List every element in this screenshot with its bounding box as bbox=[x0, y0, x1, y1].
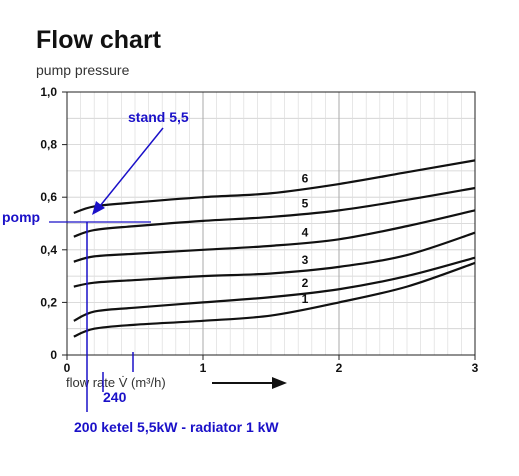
footer-annotation: 200 ketel 5,5kW - radiator 1 kW bbox=[74, 419, 279, 435]
stand-annotation: stand 5,5 bbox=[128, 109, 189, 125]
y-tick-label: 0,6 bbox=[40, 190, 57, 204]
stand-arrow-line bbox=[99, 127, 164, 207]
curve-2 bbox=[73, 256, 476, 322]
y-tick-label: 0,2 bbox=[40, 295, 57, 309]
curve-label-3: 3 bbox=[302, 253, 309, 267]
curve-3 bbox=[73, 231, 476, 288]
curves-layer: 1 2 3 4 5 6 bbox=[73, 159, 476, 338]
grid-layer bbox=[67, 92, 475, 355]
curve-label-1: 1 bbox=[302, 292, 309, 306]
chart-title: Flow chart bbox=[36, 26, 162, 54]
x-axis-label: flow rate V̇ (m³/h) bbox=[66, 375, 166, 390]
curve-5 bbox=[73, 186, 476, 238]
curve-label-2: 2 bbox=[302, 276, 309, 290]
ticks-layer: 0 0,2 0,4 0,6 0,8 1,0 0 1 2 3 flow rate V̇ (m³/h) bbox=[40, 85, 478, 390]
label-240: 240 bbox=[103, 389, 127, 405]
x-axis-arrow-head bbox=[272, 377, 287, 389]
y-axis-label: pump pressure bbox=[36, 62, 130, 78]
y-tick-label: 0,4 bbox=[40, 243, 57, 257]
stand-arrow-head bbox=[92, 201, 105, 215]
annotations-layer: stand 5,5 pomp 240 200 ketel 5,5kW - radiat… bbox=[2, 109, 279, 435]
curve-6 bbox=[73, 159, 476, 215]
pomp-annotation: pomp bbox=[2, 209, 40, 225]
y-tick-label: 0 bbox=[50, 348, 57, 362]
curve-4 bbox=[73, 209, 476, 263]
x-tick-label: 0 bbox=[64, 361, 71, 375]
plot-frame bbox=[66, 91, 476, 356]
curve-label-5: 5 bbox=[302, 197, 309, 211]
y-tick-label: 0,8 bbox=[40, 138, 57, 152]
curve-label-4: 4 bbox=[302, 226, 309, 240]
x-tick-label: 3 bbox=[472, 361, 479, 375]
curve-1 bbox=[73, 261, 476, 338]
x-tick-label: 2 bbox=[336, 361, 343, 375]
curve-label-6: 6 bbox=[302, 172, 309, 186]
y-tick-label: 1,0 bbox=[40, 85, 57, 99]
x-tick-label: 1 bbox=[200, 361, 207, 375]
